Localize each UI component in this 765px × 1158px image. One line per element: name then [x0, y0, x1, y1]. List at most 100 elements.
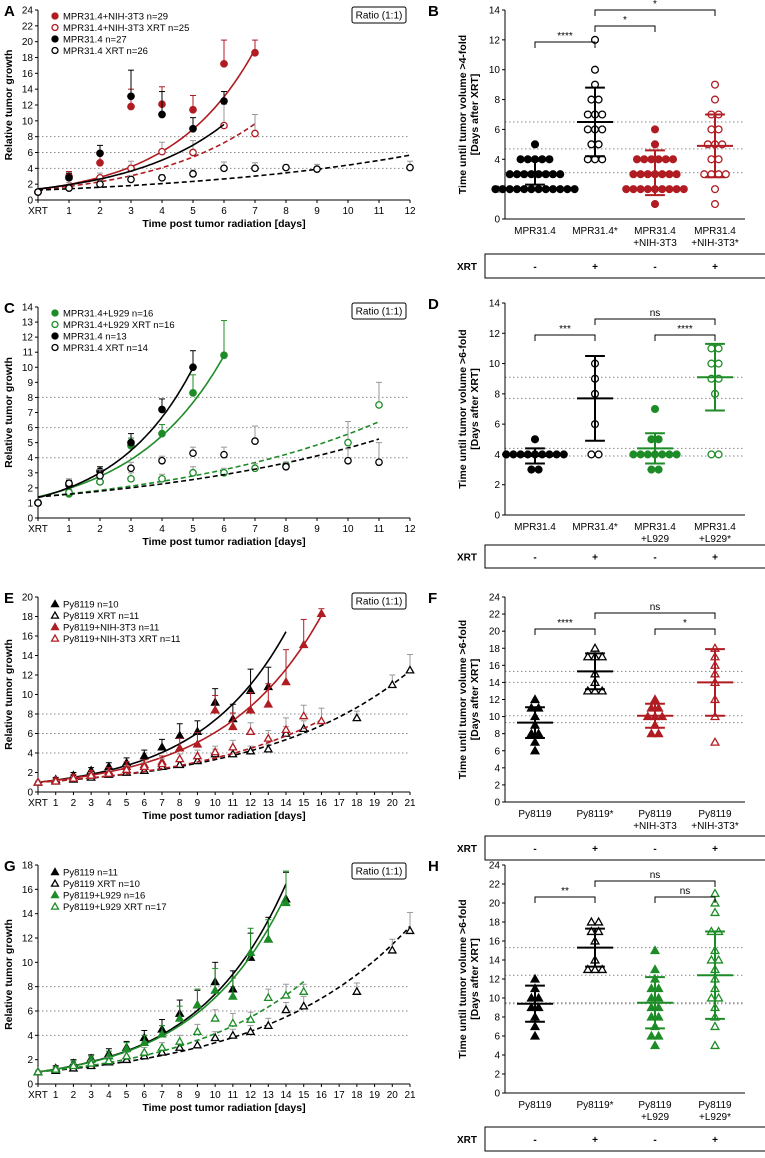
legend-marker [50, 622, 60, 631]
data-point [593, 926, 604, 936]
y-tick-label: 3 [27, 468, 33, 479]
data-point [650, 404, 660, 414]
data-point [622, 185, 631, 194]
data-point [714, 125, 723, 134]
x-tick-label: 12 [404, 524, 416, 535]
x-tick-label: 6 [221, 206, 227, 217]
data-point [594, 450, 603, 459]
data-point [665, 450, 674, 459]
data-point [127, 92, 135, 101]
group-4 [697, 888, 733, 1050]
y-tick-label: 24 [489, 861, 501, 872]
data-point [587, 95, 596, 104]
category-label: +NIH-3T3 [633, 821, 677, 832]
data-point [563, 185, 572, 194]
x-tick-label: 12 [245, 798, 257, 809]
significance-label: ns [650, 308, 661, 319]
significance-bracket: ** [534, 886, 596, 903]
legend-marker [51, 12, 59, 20]
data-point [709, 1040, 721, 1050]
bracket-line [654, 334, 716, 341]
legend-entry: Py8119 XRT n=10 [50, 878, 140, 890]
group-1 [502, 435, 568, 474]
legend-label: Py8119 n=10 [63, 600, 119, 611]
data-point [647, 465, 656, 474]
data-point [709, 888, 721, 898]
data-point [174, 730, 185, 739]
x-tick-label: 16 [316, 1090, 328, 1101]
data-point [220, 121, 228, 130]
data-point [654, 465, 663, 474]
data-point [590, 65, 600, 74]
data-point [586, 926, 597, 936]
data-point [189, 363, 197, 372]
data-point [316, 608, 327, 617]
significance-label: **** [557, 618, 573, 629]
category-label: +L929* [699, 1112, 731, 1123]
bracket-line [654, 628, 716, 635]
y-tick-label: 18 [22, 53, 34, 64]
legend-label: MPR31.4+L929 XRT n=16 [63, 320, 175, 331]
group-3 [637, 945, 673, 1050]
significance-bracket: * [594, 15, 656, 32]
x-tick-label: 3 [88, 1090, 94, 1101]
legend-entry: Py8119 n=10 [50, 599, 119, 611]
data-point [646, 992, 657, 1002]
ratio-box: Ratio (1:1) [351, 302, 407, 320]
data-point [228, 742, 238, 751]
y-tick-label: 12 [489, 695, 501, 706]
data-point [545, 155, 554, 164]
data-point [158, 474, 166, 483]
data-point [653, 1002, 664, 1012]
panel-label-B: B [428, 3, 439, 20]
data-point [375, 401, 383, 409]
legend-entry: MPR31.4 n=13 [51, 332, 127, 343]
data-point [251, 437, 259, 445]
data-point [589, 964, 601, 974]
y-axis-label: Relative tumor growth [3, 50, 15, 161]
x-tick-label: 3 [128, 524, 134, 535]
ratio-box: Ratio (1:1) [351, 862, 407, 880]
data-point [505, 170, 514, 179]
xrt-row: XRT - + - + [457, 835, 765, 861]
data-point [192, 750, 203, 760]
xrt-value: + [592, 844, 598, 855]
data-point [220, 164, 228, 173]
series-2 [33, 911, 415, 1076]
data-point [192, 739, 203, 748]
y-tick-label: 16 [489, 937, 501, 948]
legend-label: MPR31.4+NIH-3T3 n=29 [63, 12, 168, 23]
x-tick-label: 20 [387, 1090, 399, 1101]
x-tick-label: 9 [195, 798, 201, 809]
x-axis-label: Time post tumor radiation [days] [142, 218, 305, 230]
fit-curve [38, 123, 256, 191]
bracket-line [594, 25, 656, 32]
significance-bracket: ns [594, 602, 716, 619]
x-tick-label: 1 [53, 1090, 59, 1101]
y-tick-label: 8 [27, 982, 33, 993]
data-point [50, 776, 61, 785]
x-tick-label: 6 [142, 1090, 148, 1101]
category-label: +L929 [641, 534, 670, 545]
y-tick-label: 4 [27, 1031, 33, 1042]
y-tick-label: 6 [27, 729, 33, 740]
significance-bracket: ns [594, 870, 716, 887]
xrt-row: XRT - + - + [457, 253, 765, 279]
data-point [527, 465, 536, 474]
legend-entry: Py8119+L929 n=16 [50, 890, 145, 902]
data-point [534, 185, 543, 194]
x-tick-label: 13 [263, 798, 275, 809]
data-point [251, 164, 259, 173]
significance-label: ns [650, 870, 661, 881]
y-tick-label: 14 [22, 85, 34, 96]
legend-marker [51, 35, 59, 43]
y-tick-label: 6 [494, 420, 500, 431]
data-point [649, 1040, 661, 1050]
xrt-box [484, 1126, 765, 1152]
data-point [104, 768, 114, 777]
data-point [707, 450, 716, 459]
data-point [375, 458, 383, 467]
category-label: Py8119* [576, 1100, 613, 1111]
legend-entry: Py8119+NIH-3T3 n=11 [50, 622, 159, 634]
